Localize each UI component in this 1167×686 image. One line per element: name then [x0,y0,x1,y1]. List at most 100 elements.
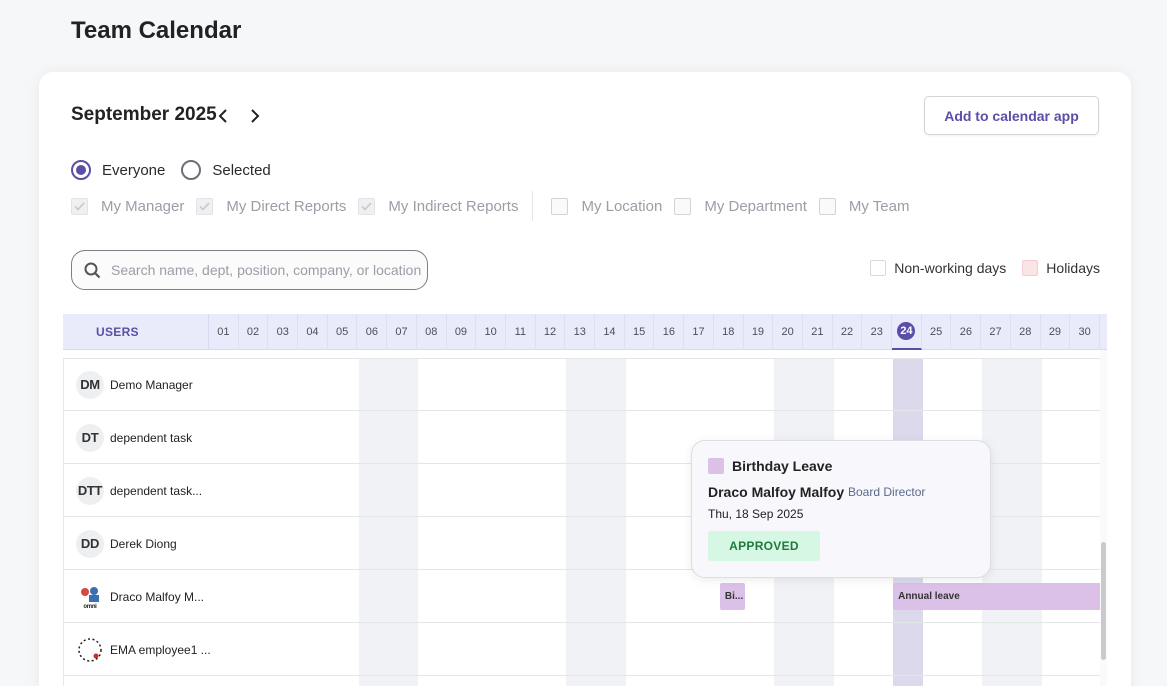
person-photo-icon: omni [80,586,100,610]
user-row[interactable]: omni Draco Malfoy M... [64,570,1102,623]
user-name: Derek Diong [110,536,177,551]
user-name: EMA employee1 ... [110,642,211,657]
avatar: omni [76,582,104,611]
day-header-10: 10 [476,314,506,350]
day-header-05: 05 [328,314,358,350]
filter-label: My Manager [101,197,185,215]
tooltip-employee-name: Draco Malfoy Malfoy [708,484,845,500]
filter-my-indirect-reports[interactable]: My Indirect Reports [358,197,519,215]
avatar [76,635,104,664]
user-row[interactable]: DT dependent task [64,411,1102,464]
filter-my-team[interactable]: My Team [818,197,909,215]
day-header-03: 03 [268,314,299,350]
day-header-08: 08 [417,314,447,350]
leave-color-swatch [708,458,724,474]
radio-everyone[interactable]: Everyone [71,160,165,180]
checkbox-checked-icon [358,197,376,215]
radio-label: Selected [212,161,271,179]
day-header-25: 25 [922,314,952,350]
user-row[interactable]: DD Derek Diong [64,517,1102,570]
user-name: Demo Manager [110,377,193,392]
search-icon [84,262,101,278]
avatar: DM [76,370,104,399]
filter-label: My Department [704,197,807,215]
scrollbar-thumb[interactable] [1101,542,1106,660]
checkbox-checked-icon [196,197,214,215]
tooltip-leave-type: Birthday Leave [708,458,832,474]
chevron-right-icon [251,109,260,123]
calendar-legend: Non-working days Holidays [854,260,1100,276]
day-header-14: 14 [595,314,625,350]
filter-label: My Direct Reports [226,197,347,215]
checkbox-icon [818,197,836,215]
filter-my-manager[interactable]: My Manager [71,197,185,215]
chevron-left-icon [218,109,227,123]
user-name: Draco Malfoy M... [110,589,205,604]
search-box [71,250,428,290]
day-header-07: 07 [387,314,417,350]
day-header-28: 28 [1011,314,1041,350]
holiday-swatch [1022,260,1039,276]
checkbox-checked-icon [71,197,88,215]
day-header-09: 09 [447,314,477,350]
day-header-12: 12 [536,314,566,350]
prev-month-button[interactable] [214,105,232,127]
filter-my-location[interactable]: My Location [551,197,662,215]
day-header-29: 29 [1041,314,1071,350]
user-cell[interactable]: DD Derek Diong [76,517,177,570]
user-name: dependent task... [110,483,203,498]
filter-row: My Manager My Direct Reports My Indirect… [71,191,921,221]
weekend-column [388,358,418,686]
filter-divider [532,191,534,221]
day-header-30: 30 [1070,314,1100,350]
day-header-24: 24 [892,314,922,350]
weekend-column [358,358,389,686]
user-cell[interactable]: EMA employee1 ... [76,623,211,676]
filter-my-department[interactable]: My Department [674,197,807,215]
filter-label: My Indirect Reports [388,197,519,215]
calendar-header: USERS 01 02 03 04 05 06 07 08 09 10 11 12 13 14 15 16 17… [63,314,1107,350]
user-cell[interactable]: DM Demo Manager [76,358,193,411]
day-header-15: 15 [625,314,655,350]
filter-my-direct-reports[interactable]: My Direct Reports [196,197,347,215]
radio-on-icon [71,160,91,180]
legend-label: Non-working days [894,260,1007,276]
weekend-column [1011,358,1042,686]
user-cell[interactable]: omni Draco Malfoy M... [76,570,204,623]
day-header-17: 17 [684,314,714,350]
radio-label: Everyone [102,161,166,179]
avatar: DT [76,423,104,452]
checkbox-icon [674,197,692,215]
user-cell[interactable]: DTT dependent task... [76,464,202,517]
leave-type-label: Birthday Leave [732,458,833,474]
day-header-19: 19 [744,314,774,350]
user-name: dependent task [110,430,193,445]
non-working-swatch [870,260,887,276]
leave-bar[interactable]: Bi... [719,583,745,610]
day-header-04: 04 [298,314,328,350]
svg-text:omni: omni [83,604,97,610]
day-header-21: 21 [803,314,833,350]
user-row[interactable]: DTT dependent task... [64,464,1102,517]
calendar-card: September 2025 Add to calendar app Every… [39,72,1131,686]
legend-label: Holidays [1046,260,1100,276]
weekend-column [596,358,626,686]
tooltip-position: Board Director [848,485,926,499]
user-cell[interactable]: DT dependent task [76,411,192,464]
day-header-13: 13 [565,314,596,350]
users-column-header: USERS [63,314,209,350]
user-row[interactable]: EMA employee1 ... [64,623,1102,676]
leave-bar[interactable]: Annual leave [893,583,1101,610]
add-to-calendar-app-button[interactable]: Add to calendar app [924,96,1099,135]
tooltip-date: Thu, 18 Sep 2025 [708,507,804,521]
legend-non-working: Non-working days [870,260,1006,276]
dots-ring-icon [78,637,102,662]
radio-selected[interactable]: Selected [181,160,271,180]
day-header-23: 23 [862,314,893,350]
row-divider [64,358,1102,359]
user-row[interactable]: DM Demo Manager [64,358,1102,411]
next-month-button[interactable] [246,105,264,127]
vertical-scrollbar[interactable] [1100,350,1107,686]
search-input[interactable] [111,262,421,278]
day-header-27: 27 [981,314,1011,350]
